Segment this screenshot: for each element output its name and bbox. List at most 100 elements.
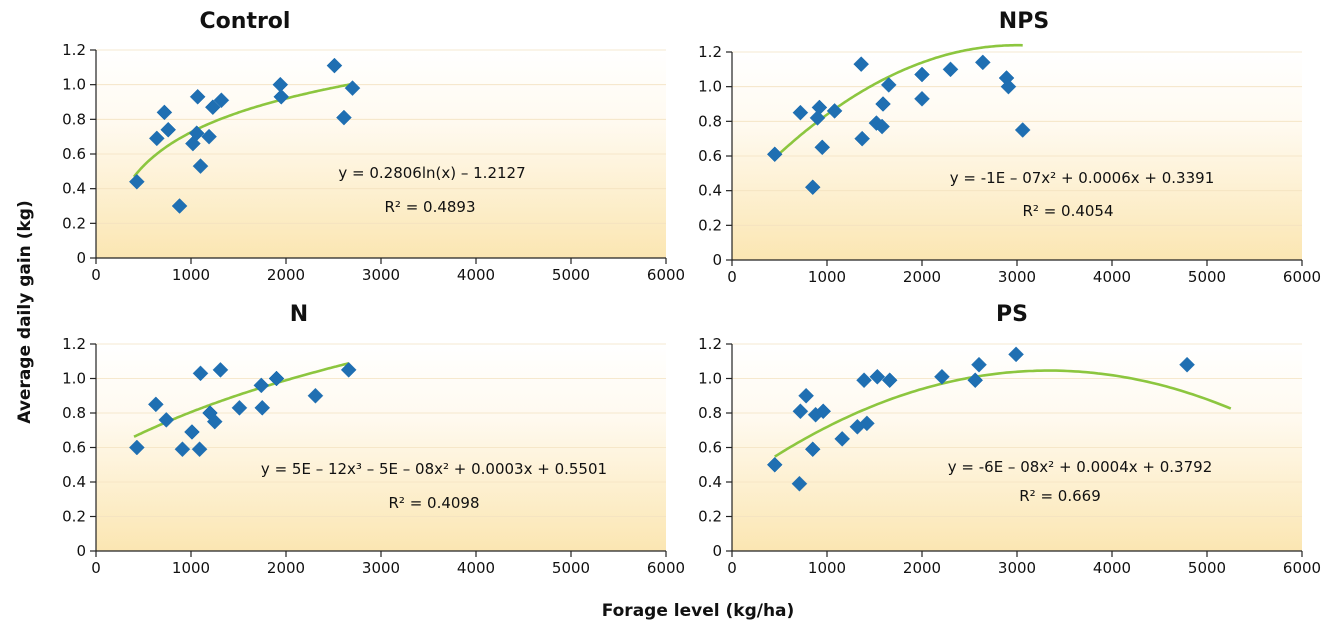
data-point (934, 368, 950, 385)
data-point (148, 130, 165, 147)
data-point (184, 424, 200, 440)
trendline (774, 369, 1232, 458)
chart-title: Control (200, 9, 291, 34)
chart-nps: 0 0.2 0.4 0.6 0.8 1.0 1.2 0 1000 2000 3000 4000 5000… (698, 9, 1321, 286)
x-tick-label: 5000 (552, 266, 590, 284)
x-tick-label: 0 (727, 559, 737, 577)
data-point (811, 99, 828, 116)
data-point (869, 368, 886, 385)
x-tick-label: 0 (91, 266, 101, 284)
data-point (174, 441, 191, 458)
y-tick-label: 1.0 (62, 76, 86, 94)
x-axis-title: Forage level (kg/ha) (602, 601, 795, 621)
data-point (971, 356, 987, 373)
data-point (336, 109, 352, 126)
trend-equation: y = -6E – 08x² + 0.0004x + 0.3792 (948, 458, 1213, 476)
x-tick-label: 3000 (998, 559, 1036, 577)
y-tick-label: 1.0 (62, 370, 86, 388)
y-tick-label: 0.2 (62, 214, 86, 232)
y-tick-label: 1.0 (698, 78, 722, 96)
r-squared: R² = 0.4893 (384, 198, 475, 216)
data-point (171, 198, 188, 214)
x-tick-label: 4000 (457, 559, 495, 577)
data-point (856, 372, 872, 389)
data-point (974, 54, 991, 71)
data-point (880, 77, 897, 93)
y-tick-label: 0.6 (62, 439, 86, 457)
data-point (1179, 356, 1195, 373)
y-tick-label: 0.6 (698, 439, 722, 457)
data-point (859, 415, 875, 432)
x-tick-label: 1000 (808, 559, 846, 577)
x-tick-label: 3000 (362, 559, 400, 577)
data-point (967, 372, 984, 389)
x-tick-label: 4000 (457, 266, 495, 284)
data-point (213, 92, 230, 109)
data-point (826, 103, 843, 119)
y-tick-label: 0.8 (698, 404, 722, 422)
chart-control: 0 0.2 0.4 0.6 0.8 1.0 1.2 0 1000 2000 3000 4000 5000… (62, 9, 685, 284)
data-point (1008, 346, 1024, 363)
data-point (766, 456, 783, 473)
r-squared: R² = 0.4098 (388, 494, 479, 512)
data-point (766, 146, 783, 163)
data-point (344, 80, 361, 96)
y-tick-label: 0 (76, 249, 86, 267)
data-point (854, 130, 871, 147)
y-tick-label: 0.2 (62, 508, 86, 526)
data-point (792, 104, 809, 121)
trend-equation: y = 5E – 12x³ – 5E – 08x² + 0.0003x + 0.… (261, 460, 607, 478)
r-squared: R² = 0.4054 (1022, 202, 1113, 220)
data-point (231, 399, 248, 416)
data-point (942, 61, 959, 78)
chart-title: NPS (999, 9, 1049, 34)
x-tick-label: 6000 (1283, 268, 1321, 286)
data-point (156, 104, 173, 121)
x-tick-label: 0 (91, 559, 101, 577)
y-tick-label: 0.8 (698, 112, 722, 130)
x-tick-label: 2000 (903, 559, 941, 577)
data-point (189, 88, 206, 105)
trendline (132, 83, 351, 178)
x-tick-label: 3000 (362, 266, 400, 284)
data-point (874, 118, 890, 135)
data-point (254, 399, 271, 416)
data-point (853, 56, 870, 72)
data-point (128, 439, 145, 456)
x-tick-label: 6000 (1283, 559, 1321, 577)
y-tick-label: 0.2 (698, 216, 722, 234)
trend-equation: y = -1E – 07x² + 0.0006x + 0.3391 (950, 169, 1215, 187)
data-point (206, 413, 223, 430)
data-point (204, 99, 221, 116)
x-tick-label: 2000 (267, 266, 305, 284)
x-tick-label: 1000 (172, 266, 210, 284)
data-point (875, 96, 891, 112)
chart-title: N (290, 302, 308, 327)
y-tick-label: 0.4 (62, 473, 86, 491)
data-point (791, 475, 808, 492)
y-tick-label: 1.2 (698, 43, 722, 61)
data-point (834, 431, 851, 447)
x-tick-label: 5000 (1188, 559, 1226, 577)
data-point (804, 441, 821, 458)
data-point (273, 88, 290, 105)
data-point (798, 387, 814, 404)
data-point (268, 370, 285, 387)
x-tick-label: 6000 (647, 559, 685, 577)
data-point (253, 377, 270, 394)
data-point (1014, 122, 1031, 138)
y-tick-label: 1.0 (698, 370, 722, 388)
data-point (792, 403, 809, 420)
x-tick-label: 4000 (1093, 268, 1131, 286)
chart-n: 0 0.2 0.4 0.6 0.8 1.0 1.2 0 1000 2000 3000 4000 5000… (62, 302, 685, 577)
y-tick-label: 0.4 (698, 473, 722, 491)
data-point (160, 121, 177, 138)
data-point (815, 403, 832, 420)
data-point (326, 57, 343, 74)
y-tick-label: 0 (76, 542, 86, 560)
y-tick-label: 1.2 (62, 41, 86, 59)
data-point (188, 125, 205, 142)
data-point (192, 365, 209, 382)
y-axis-title: Average daily gain (kg) (15, 200, 35, 423)
